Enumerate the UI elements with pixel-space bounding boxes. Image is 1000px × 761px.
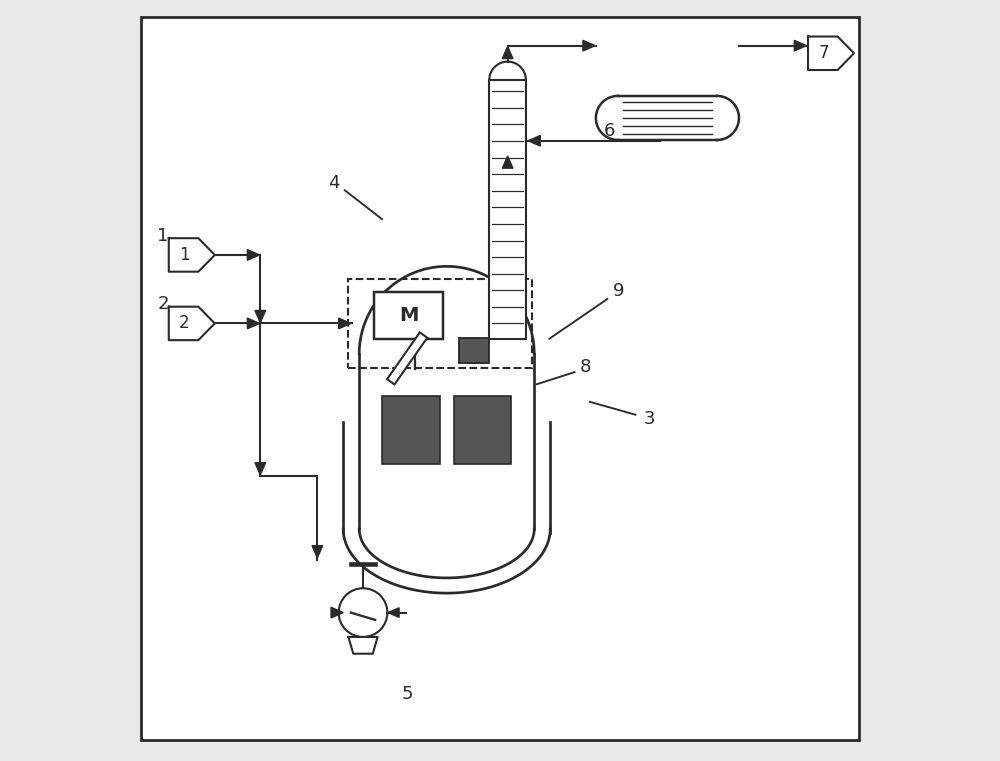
Bar	[374, 292, 443, 339]
Polygon shape	[255, 310, 266, 323]
Circle shape	[339, 588, 387, 637]
Polygon shape	[794, 40, 807, 51]
Text: 1: 1	[179, 246, 189, 264]
Polygon shape	[359, 266, 534, 529]
Polygon shape	[348, 637, 378, 654]
Polygon shape	[583, 40, 595, 51]
Polygon shape	[247, 250, 260, 260]
Text: 6: 6	[604, 122, 615, 140]
Polygon shape	[255, 463, 266, 475]
Bar	[459, 337, 489, 362]
Polygon shape	[528, 135, 540, 146]
Polygon shape	[596, 96, 739, 140]
Text: 2: 2	[157, 295, 169, 314]
Text: 3: 3	[643, 409, 655, 428]
Polygon shape	[312, 546, 323, 558]
Bar	[387, 333, 427, 384]
Polygon shape	[502, 156, 513, 168]
Polygon shape	[247, 318, 260, 329]
Text: 1: 1	[157, 227, 169, 245]
Text: 4: 4	[328, 174, 340, 192]
Polygon shape	[331, 607, 343, 618]
Polygon shape	[388, 608, 399, 617]
Polygon shape	[502, 46, 513, 59]
Text: 8: 8	[580, 358, 591, 376]
Text: 2: 2	[179, 314, 189, 333]
Bar	[489, 80, 526, 339]
Bar	[348, 279, 532, 368]
Polygon shape	[808, 37, 854, 70]
Text: 7: 7	[818, 44, 829, 62]
Polygon shape	[359, 529, 534, 578]
Text: 9: 9	[613, 282, 624, 300]
Text: M: M	[399, 307, 418, 325]
Polygon shape	[343, 529, 550, 593]
Polygon shape	[339, 318, 351, 329]
Bar	[382, 396, 440, 464]
Polygon shape	[169, 307, 215, 340]
Text: 5: 5	[401, 685, 413, 703]
Polygon shape	[169, 238, 215, 272]
Bar	[454, 396, 511, 464]
